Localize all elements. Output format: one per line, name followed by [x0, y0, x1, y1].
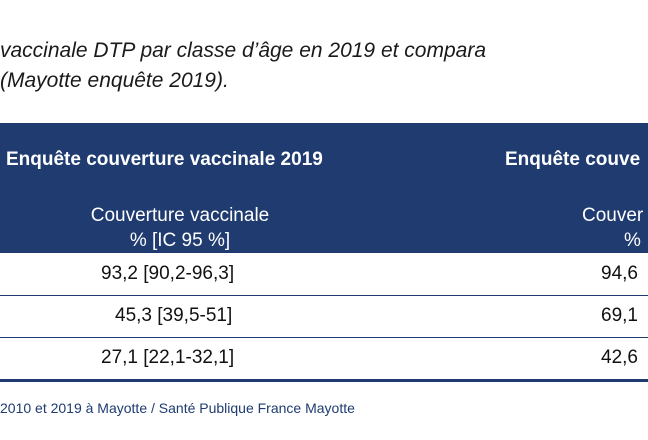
table-header: Enquête couverture vaccinale 2019 Enquêt…	[0, 123, 648, 253]
row-1-col1: 93,2 [90,2-96,3]	[101, 263, 235, 284]
col2-subheader: Couver %	[582, 203, 643, 253]
table-row: 93,2 [90,2-96,3] 94,6	[0, 253, 648, 296]
title-line-1: vaccinale DTP par classe d’âge en 2019 e…	[0, 39, 486, 62]
col1-header: Enquête couverture vaccinale 2019	[6, 149, 323, 170]
col1-subheader: Couverture vaccinale % [IC 95 %]	[74, 203, 286, 253]
source-note: 2010 et 2019 à Mayotte / Santé Publique …	[0, 400, 355, 416]
row-3-col2: 42,6	[601, 347, 638, 368]
col1-subheader-line1: Couverture vaccinale	[90, 205, 270, 226]
row-3-col1: 27,1 [22,1-32,1]	[101, 347, 235, 368]
col2-subheader-line1: Couver	[582, 205, 644, 226]
figure-title: vaccinale DTP par classe d’âge en 2019 e…	[0, 36, 648, 96]
col2-header: Enquête couve	[505, 149, 641, 170]
row-2-col1: 45,3 [39,5-51]	[115, 305, 233, 326]
table-row: 27,1 [22,1-32,1] 42,6	[0, 337, 648, 379]
vaccination-coverage-table: Enquête couverture vaccinale 2019 Enquêt…	[0, 123, 648, 382]
col2-subheader-line2: %	[624, 230, 641, 251]
table-bottom-border	[0, 379, 648, 382]
row-2-col2: 69,1	[601, 305, 638, 326]
title-line-2: (Mayotte enquête 2019).	[0, 69, 229, 92]
table-row: 45,3 [39,5-51] 69,1	[0, 295, 648, 338]
col1-subheader-line2: % [IC 95 %]	[129, 230, 231, 251]
row-1-col2: 94,6	[601, 263, 638, 284]
